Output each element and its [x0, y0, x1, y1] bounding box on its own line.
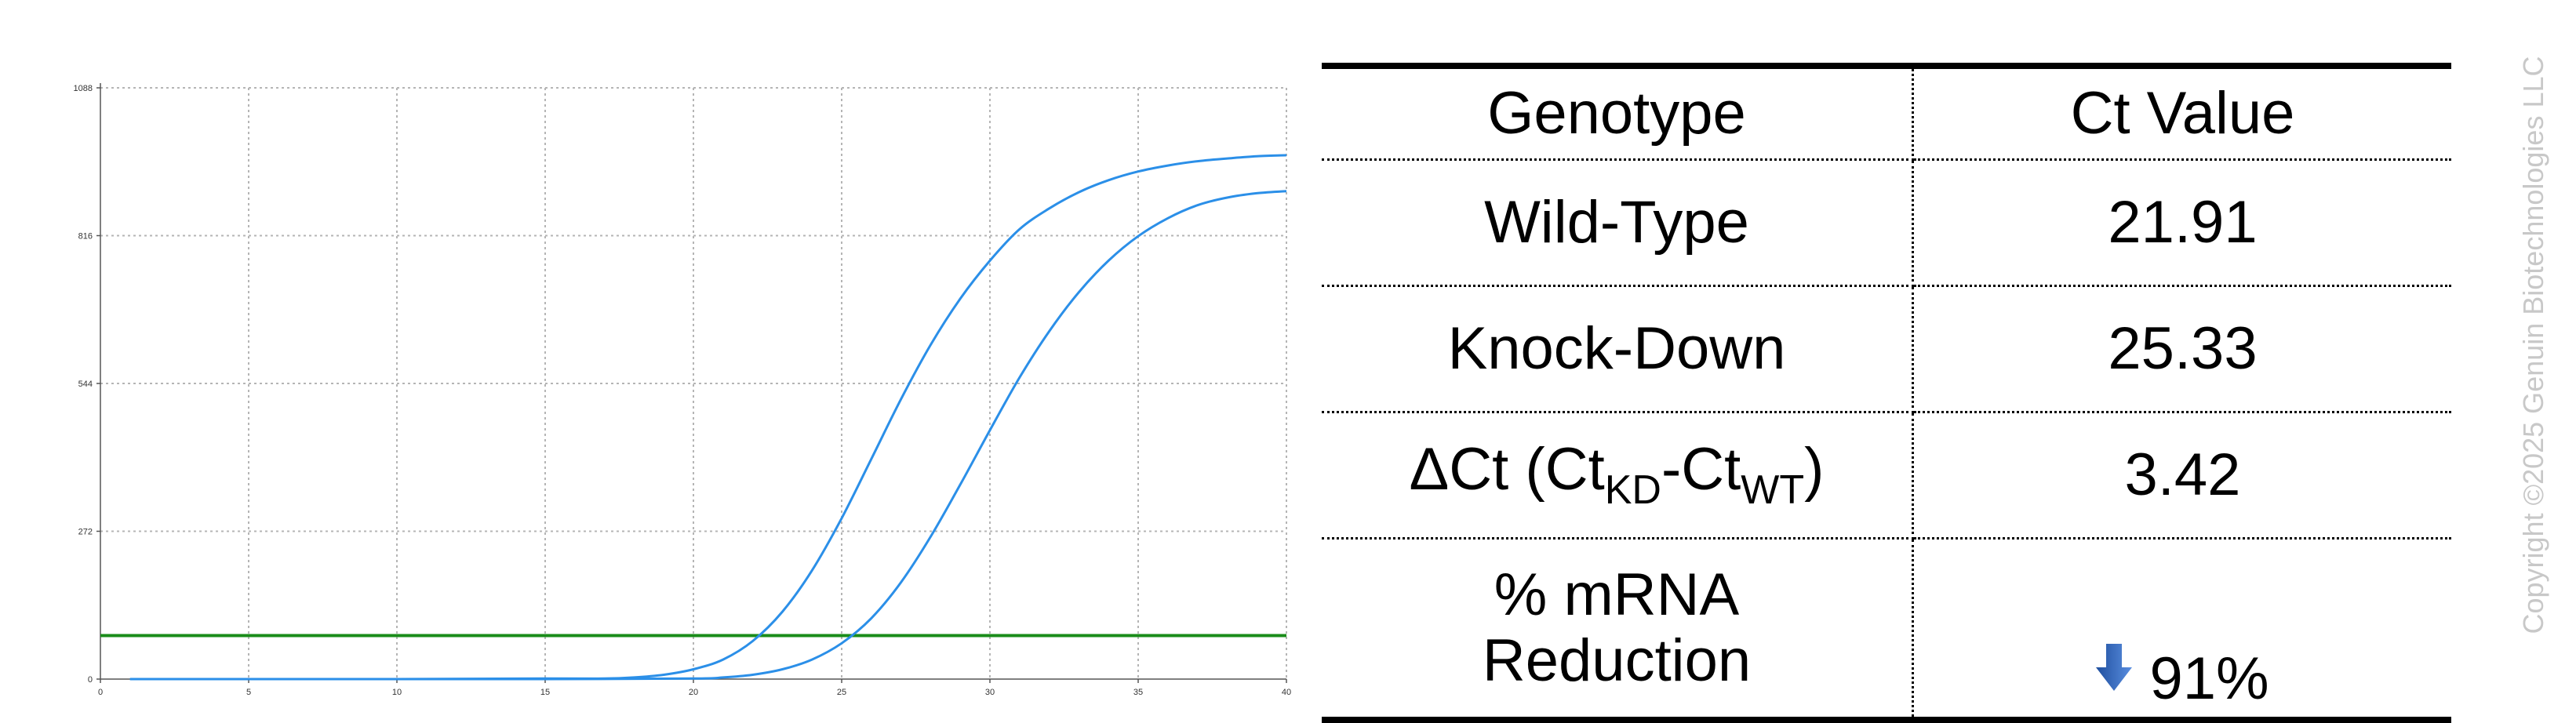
amplification-chart: 0 5 10 15 20 25 30 35 40 0 272 544 816 1088 [74, 83, 1292, 697]
table-row: % mRNA Reduction 91% [1322, 538, 2451, 723]
amplification-curve-1 [129, 154, 1287, 681]
x-tick-label: 25 [837, 688, 846, 697]
row-value-delta-ct: 3.42 [1912, 412, 2451, 540]
x-tick-label: 20 [689, 688, 698, 697]
table-header-row: Genotype Ct Value [1322, 63, 2451, 161]
header-ct-value: Ct Value [1912, 63, 2451, 161]
down-arrow-icon [2096, 644, 2133, 692]
tick-labels: 0 5 10 15 20 25 30 35 40 0 272 544 816 1088 [74, 84, 1292, 697]
x-tick-label: 15 [540, 688, 550, 697]
x-tick-label: 5 [246, 688, 251, 697]
x-tick-label: 40 [1282, 688, 1291, 697]
row-label-reduction: % mRNA Reduction [1322, 538, 1914, 723]
y-tick-label: 1088 [74, 84, 93, 93]
row-value-reduction: 91% [1912, 538, 2451, 723]
row-label-delta-ct: ΔCt (CtKD-CtWT) [1322, 412, 1914, 540]
x-tick-label: 35 [1133, 688, 1143, 697]
delta-sub-wt: WT [1741, 467, 1805, 514]
series-layer [129, 154, 1287, 681]
ct-results-table: Genotype Ct Value Wild-Type 21.91 Knock-… [1322, 63, 2451, 723]
y-tick-label: 816 [78, 232, 93, 242]
chart-axes [96, 83, 1287, 683]
header-genotype: Genotype [1322, 63, 1914, 161]
table-row: Knock-Down 25.33 [1322, 285, 2451, 413]
y-tick-label: 544 [78, 380, 93, 389]
delta-suffix: ) [1804, 436, 1825, 503]
delta-sub-kd: KD [1604, 467, 1661, 514]
table-row: Wild-Type 21.91 [1322, 159, 2451, 287]
reduction-label-line2: Reduction [1482, 627, 1752, 694]
row-value-wild-type: 21.91 [1912, 159, 2451, 287]
row-label-wild-type: Wild-Type [1322, 159, 1914, 287]
table-row: ΔCt (CtKD-CtWT) 3.42 [1322, 412, 2451, 540]
x-tick-label: 0 [98, 688, 103, 697]
row-value-knock-down: 25.33 [1912, 285, 2451, 413]
delta-prefix: ΔCt (Ct [1409, 436, 1605, 503]
amplification-curve-2 [129, 190, 1287, 681]
reduction-label-line1: % mRNA [1494, 561, 1740, 629]
delta-mid: -Ct [1661, 436, 1741, 503]
copyright-text: Copyright ©2025 Genuin Biotechnologies L… [2517, 56, 2549, 634]
x-tick-label: 10 [392, 688, 402, 697]
reduction-value: 91% [2149, 645, 2269, 713]
y-tick-label: 0 [88, 675, 93, 685]
x-tick-label: 30 [985, 688, 995, 697]
chart-grid [100, 87, 1287, 679]
y-tick-label: 272 [78, 528, 93, 537]
results-table: Genotype Ct Value Wild-Type 21.91 Knock-… [1322, 63, 2451, 723]
row-label-knock-down: Knock-Down [1322, 285, 1914, 413]
